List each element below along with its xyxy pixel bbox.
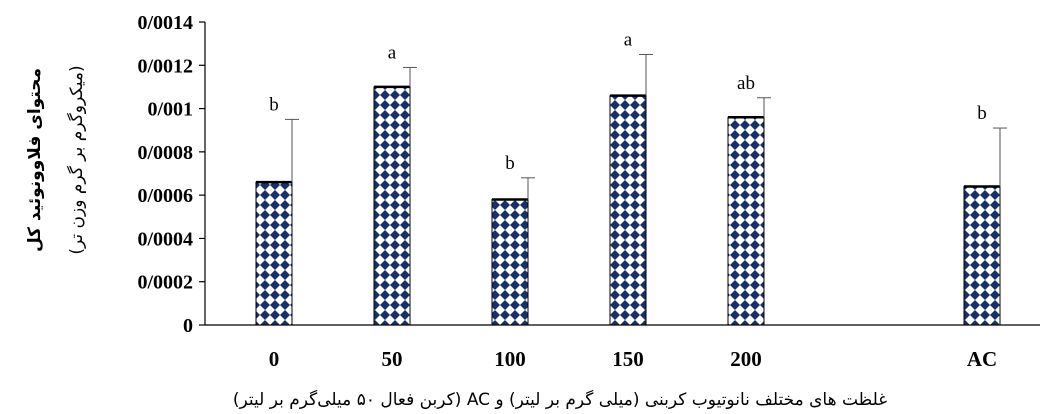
y-tick-label: 0/0008 bbox=[137, 142, 193, 164]
y-tick-label: 0/0006 bbox=[137, 185, 193, 207]
bar bbox=[373, 86, 411, 326]
x-tick-label: 0 bbox=[269, 347, 280, 371]
bar bbox=[491, 198, 529, 326]
x-axis: 0 50 100 150 200 AC bbox=[205, 324, 1040, 371]
bar bbox=[727, 116, 765, 326]
y-tick-label: 0 bbox=[183, 315, 193, 337]
y-axis-title-line2: (میکروگرم بر گرم وزن تر) bbox=[66, 65, 87, 254]
y-tick-label: 0/001 bbox=[147, 99, 193, 121]
x-tick-label: 200 bbox=[730, 347, 762, 371]
bars bbox=[255, 85, 1001, 326]
x-tick-label: 100 bbox=[494, 347, 526, 371]
bar bbox=[255, 181, 293, 326]
error-bars bbox=[285, 53, 1007, 200]
y-tick-label: 0/0002 bbox=[137, 272, 193, 294]
y-tick-label: 0/0012 bbox=[137, 55, 193, 77]
y-axis-title: محتوای فلاوونوئید کل (میکروگرم بر گرم وزن… bbox=[25, 65, 87, 254]
x-tick-label: 50 bbox=[382, 347, 403, 371]
y-axis: 0 0/0002 0/0004 0/0006 0/0008 0/001 0/0012 0/00… bbox=[137, 12, 206, 337]
y-tick-label: 0/0004 bbox=[137, 228, 193, 250]
significance-letter: b bbox=[505, 153, 515, 174]
significance-letter: b bbox=[977, 103, 987, 124]
significance-letter: a bbox=[624, 29, 633, 50]
significance-letter: ab bbox=[737, 73, 755, 94]
bar bbox=[963, 185, 1001, 326]
x-axis-title: غلظت های مختلف نانوتیوب کربنی (میلی گرم … bbox=[233, 389, 887, 410]
y-tick-label: 0/0014 bbox=[137, 12, 193, 34]
bar bbox=[609, 95, 647, 326]
significance-letter: b bbox=[269, 94, 279, 115]
x-tick-label: AC bbox=[967, 347, 997, 371]
x-tick-label: 150 bbox=[612, 347, 644, 371]
y-axis-title-line1: محتوای فلاوونوئید کل bbox=[25, 68, 45, 252]
significance-letter: a bbox=[388, 42, 397, 63]
